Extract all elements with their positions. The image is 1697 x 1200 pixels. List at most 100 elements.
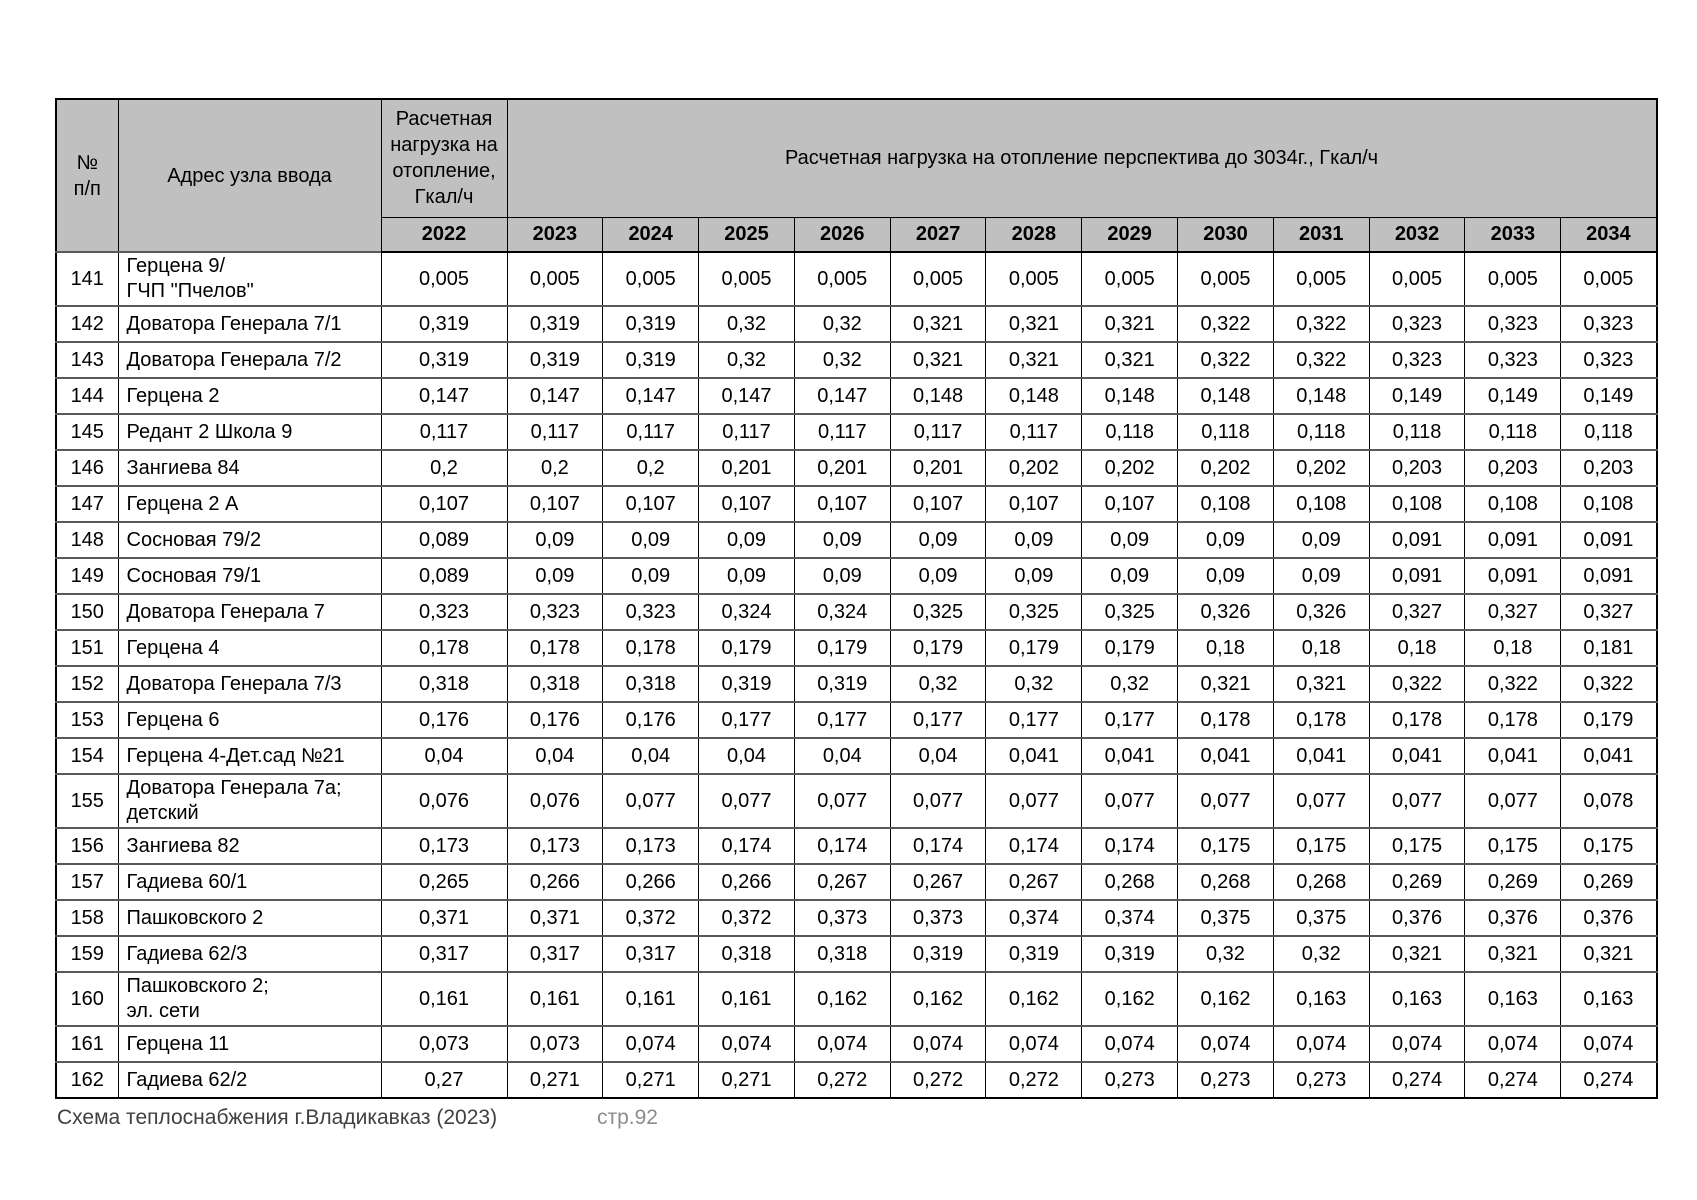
value-cell: 0,161 (506, 971, 604, 1027)
value-cell: 0,317 (602, 935, 700, 973)
value-cell: 0,117 (506, 413, 604, 451)
value-cell: 0,371 (506, 899, 604, 937)
value-cell: 0,203 (1464, 449, 1562, 487)
value-cell: 0,319 (1081, 935, 1179, 973)
value-cell: 0,149 (1368, 377, 1466, 415)
value-cell: 0,179 (1081, 629, 1179, 667)
value-cell: 0,118 (1464, 413, 1562, 451)
address-cell: Герцена 9/ ГЧП "Пчелов" (117, 251, 382, 307)
value-cell: 0,319 (985, 935, 1083, 973)
value-cell: 0,161 (380, 971, 508, 1027)
header-base-year: 2022 (380, 216, 508, 253)
value-cell: 0,077 (793, 773, 891, 829)
value-cell: 0,178 (602, 629, 700, 667)
value-cell: 0,09 (1081, 521, 1179, 559)
value-cell: 0,091 (1560, 521, 1658, 559)
value-cell: 0,09 (698, 557, 795, 595)
value-cell: 0,005 (1081, 251, 1179, 307)
value-cell: 0,161 (602, 971, 700, 1027)
value-cell: 0,118 (1368, 413, 1466, 451)
value-cell: 0,074 (1464, 1025, 1562, 1063)
value-cell: 0,108 (1177, 485, 1274, 523)
value-cell: 0,319 (380, 305, 508, 343)
value-cell: 0,272 (889, 1061, 987, 1099)
value-cell: 0,005 (889, 251, 987, 307)
value-cell: 0,076 (506, 773, 604, 829)
value-cell: 0,09 (793, 521, 891, 559)
value-cell: 0,107 (506, 485, 604, 523)
value-cell: 0,041 (1177, 737, 1274, 775)
value-cell: 0,107 (1081, 485, 1179, 523)
value-cell: 0,074 (1368, 1025, 1466, 1063)
value-cell: 0,268 (1177, 863, 1274, 901)
value-cell: 0,323 (1368, 305, 1466, 343)
table-row: 160 Пашковского 2; эл. сети 0,161 0,161 0,16… (55, 971, 1658, 1027)
value-cell: 0,323 (1368, 341, 1466, 379)
value-cell: 0,162 (1177, 971, 1274, 1027)
value-cell: 0,18 (1272, 629, 1370, 667)
value-cell: 0,18 (1464, 629, 1562, 667)
value-cell: 0,327 (1560, 593, 1658, 631)
value-cell: 0,18 (1177, 629, 1274, 667)
value-cell: 0,178 (1464, 701, 1562, 739)
row-number-cell: 149 (55, 557, 119, 595)
value-cell: 0,117 (793, 413, 891, 451)
value-cell: 0,147 (602, 377, 700, 415)
value-cell: 0,175 (1464, 827, 1562, 865)
table-row: 142 Доватора Генерала 7/1 0,319 0,319 0,319 0… (55, 305, 1658, 343)
header-col-number: № п/п (55, 98, 119, 253)
address-cell: Доватора Генерала 7/3 (117, 665, 382, 703)
value-cell: 0,374 (1081, 899, 1179, 937)
value-cell: 0,09 (1177, 557, 1274, 595)
row-number-cell: 150 (55, 593, 119, 631)
value-cell: 0,321 (1081, 341, 1179, 379)
value-cell: 0,09 (889, 557, 987, 595)
value-cell: 0,376 (1464, 899, 1562, 937)
table-header-row: № п/п Адрес узла ввода Расчетная нагрузк… (55, 98, 1658, 253)
value-cell: 0,177 (1081, 701, 1179, 739)
row-number-cell: 144 (55, 377, 119, 415)
value-cell: 0,077 (1368, 773, 1466, 829)
value-cell: 0,076 (380, 773, 508, 829)
value-cell: 0,203 (1368, 449, 1466, 487)
value-cell: 0,005 (985, 251, 1083, 307)
value-cell: 0,267 (889, 863, 987, 901)
row-number-cell: 151 (55, 629, 119, 667)
value-cell: 0,09 (1081, 557, 1179, 595)
value-cell: 0,372 (602, 899, 700, 937)
value-cell: 0,073 (380, 1025, 508, 1063)
value-cell: 0,326 (1177, 593, 1274, 631)
value-cell: 0,273 (1177, 1061, 1274, 1099)
value-cell: 0,174 (793, 827, 891, 865)
address-cell: Герцена 2 А (117, 485, 382, 523)
value-cell: 0,09 (985, 557, 1083, 595)
value-cell: 0,178 (1177, 701, 1274, 739)
value-cell: 0,174 (889, 827, 987, 865)
address-cell: Герцена 4 (117, 629, 382, 667)
value-cell: 0,175 (1560, 827, 1658, 865)
value-cell: 0,177 (793, 701, 891, 739)
value-cell: 0,201 (793, 449, 891, 487)
value-cell: 0,323 (1560, 341, 1658, 379)
value-cell: 0,04 (380, 737, 508, 775)
value-cell: 0,118 (1560, 413, 1658, 451)
value-cell: 0,321 (985, 305, 1083, 343)
value-cell: 0,117 (602, 413, 700, 451)
row-number-cell: 147 (55, 485, 119, 523)
value-cell: 0,148 (1272, 377, 1370, 415)
header-year: 2031 (1272, 216, 1370, 253)
value-cell: 0,322 (1560, 665, 1658, 703)
table-row: 141 Герцена 9/ ГЧП "Пчелов" 0,005 0,005 0,00… (55, 251, 1658, 307)
address-cell: Герцена 4-Дет.сад №21 (117, 737, 382, 775)
value-cell: 0,323 (1464, 341, 1562, 379)
table-row: 150 Доватора Генерала 7 0,323 0,323 0,323 0,3… (55, 593, 1658, 631)
value-cell: 0,271 (602, 1061, 700, 1099)
table-row: 157 Гадиева 60/1 0,265 0,266 0,266 0,266 0,267… (55, 863, 1658, 901)
row-number-cell: 156 (55, 827, 119, 865)
value-cell: 0,326 (1272, 593, 1370, 631)
value-cell: 0,202 (1272, 449, 1370, 487)
value-cell: 0,041 (1368, 737, 1466, 775)
value-cell: 0,149 (1464, 377, 1562, 415)
value-cell: 0,32 (889, 665, 987, 703)
value-cell: 0,147 (793, 377, 891, 415)
